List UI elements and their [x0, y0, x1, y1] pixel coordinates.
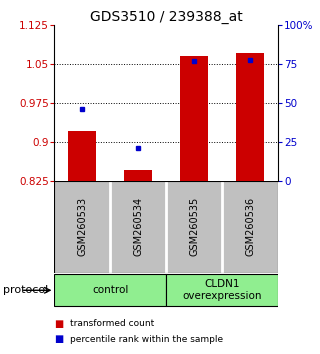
Text: GSM260534: GSM260534 [133, 197, 143, 256]
Text: percentile rank within the sample: percentile rank within the sample [70, 335, 224, 344]
Text: protocol: protocol [3, 285, 48, 295]
Text: ■: ■ [54, 334, 64, 344]
Text: transformed count: transformed count [70, 319, 155, 329]
Text: ■: ■ [54, 319, 64, 329]
Bar [180, 56, 208, 181]
Bar [54, 274, 166, 306]
Text: CLDN1
overexpression: CLDN1 overexpression [183, 279, 262, 301]
Bar [124, 170, 152, 181]
Text: control: control [92, 285, 129, 295]
Title: GDS3510 / 239388_at: GDS3510 / 239388_at [90, 10, 243, 24]
Text: GSM260536: GSM260536 [245, 197, 255, 256]
Bar [166, 274, 278, 306]
Bar [236, 53, 264, 181]
Text: GSM260535: GSM260535 [189, 197, 199, 256]
Bar [68, 131, 96, 181]
Text: GSM260533: GSM260533 [77, 197, 87, 256]
